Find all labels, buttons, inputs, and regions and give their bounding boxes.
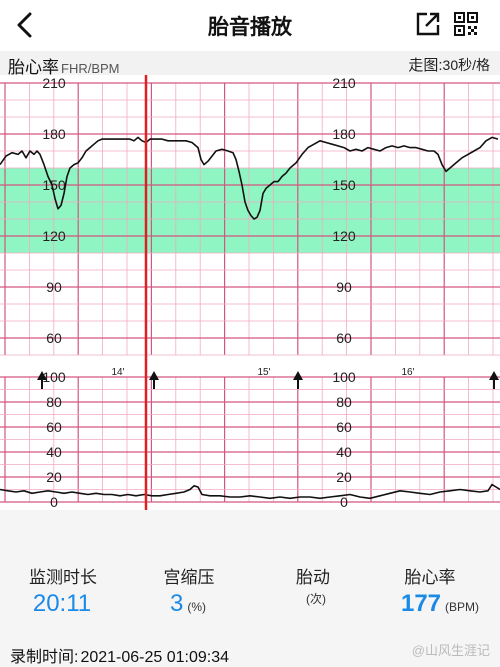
contraction-value: 3 bbox=[169, 590, 184, 617]
movement-value-row: (次) bbox=[254, 590, 374, 608]
fetal-movement-arrow-icon bbox=[293, 371, 303, 389]
fhr-tick-label: 180 bbox=[42, 126, 66, 142]
fhr-tick-label: 210 bbox=[332, 75, 356, 91]
chart-speed-value: 30秒/格 bbox=[442, 57, 490, 73]
contraction-label: 宫缩压 bbox=[163, 568, 215, 587]
ctg-chart-svg[interactable]: 210 210 180 180 150 150 120 120 90 90 60 60 100 100 80… bbox=[0, 75, 500, 510]
share-button[interactable] bbox=[412, 8, 444, 40]
fhr-stat-unit: (BPM) bbox=[445, 600, 480, 614]
record-time: 录制时间: 2021-06-25 01:09:34 bbox=[10, 643, 229, 667]
ctg-chart[interactable]: 210 210 180 180 150 150 120 120 90 90 60 60 100 100 80… bbox=[0, 75, 500, 510]
duration-label: 监测时长 bbox=[29, 568, 97, 587]
arrow-head bbox=[489, 371, 499, 380]
arrow-head bbox=[37, 371, 47, 380]
toco-trace-line bbox=[0, 483, 500, 500]
toco-tick-label: 60 bbox=[46, 419, 62, 435]
duration-value-row: 20:11 bbox=[2, 590, 122, 618]
toco-tick-label: 0 bbox=[50, 494, 58, 510]
fhr-tick-label: 150 bbox=[42, 177, 66, 193]
chart-header: 胎心率 FHR/BPM 走图:30秒/格 bbox=[0, 51, 500, 77]
movement-label: 胎动 bbox=[296, 568, 330, 587]
arrow-head bbox=[149, 371, 159, 380]
toco-tick-label: 40 bbox=[46, 444, 62, 460]
fhr-stat-value: 177 bbox=[400, 590, 442, 617]
toco-tick-label: 80 bbox=[46, 394, 62, 410]
toco-tick-label: 80 bbox=[336, 394, 352, 410]
contraction-unit: (%) bbox=[187, 600, 207, 614]
stats-panel bbox=[0, 510, 500, 667]
fhr-unit: FHR/BPM bbox=[61, 61, 120, 76]
qr-code-button[interactable] bbox=[450, 8, 482, 40]
toco-tick-label: 100 bbox=[332, 369, 356, 385]
fhr-normal-band bbox=[0, 168, 500, 253]
share-icon bbox=[416, 12, 440, 36]
toco-tick-label: 100 bbox=[42, 369, 66, 385]
fhr-stat-label: 胎心率 bbox=[404, 568, 456, 587]
fhr-tick-label: 150 bbox=[332, 177, 356, 193]
fhr-tick-label: 120 bbox=[332, 228, 356, 244]
record-time-label: 录制时间: bbox=[10, 649, 79, 666]
record-time-value: 2021-06-25 01:09:34 bbox=[80, 649, 230, 666]
movement-unit: (次) bbox=[306, 592, 326, 606]
minute-label: 14' bbox=[111, 367, 124, 378]
toco-tick-label: 60 bbox=[336, 419, 352, 435]
duration-value: 20:11 bbox=[32, 590, 92, 617]
watermark: @山风生涯记 bbox=[411, 643, 490, 658]
fetal-movement-arrow-icon bbox=[149, 371, 159, 389]
fhr-tick-label: 60 bbox=[46, 330, 62, 346]
fhr-axis-label: 胎心率 FHR/BPM bbox=[8, 58, 120, 77]
qr-code-icon bbox=[454, 12, 478, 36]
minute-label: 15' bbox=[257, 367, 270, 378]
contraction-value-row: 3 (%) bbox=[128, 590, 248, 618]
chevron-left-icon bbox=[17, 12, 32, 38]
toco-tick-label: 20 bbox=[336, 469, 352, 485]
back-button[interactable] bbox=[8, 8, 42, 42]
fetal-movement-arrow-icon bbox=[489, 371, 499, 389]
minute-label: 16' bbox=[401, 367, 414, 378]
fhr-trace-line bbox=[0, 136, 499, 220]
fhr-tick-label: 90 bbox=[336, 279, 352, 295]
fhr-tick-label: 180 bbox=[332, 126, 356, 142]
header-bar: 胎音播放 bbox=[0, 0, 500, 50]
arrow-head bbox=[293, 371, 303, 380]
fhr-tick-label: 210 bbox=[42, 75, 66, 91]
fhr-tick-label: 60 bbox=[336, 330, 352, 346]
fhr-tick-label: 120 bbox=[42, 228, 66, 244]
toco-tick-label: 0 bbox=[340, 494, 348, 510]
fhr-tick-label: 90 bbox=[46, 279, 62, 295]
fhr-value-row: 177 (BPM) bbox=[380, 590, 500, 618]
fetal-movement-arrow-icon bbox=[37, 371, 47, 389]
toco-tick-label: 20 bbox=[46, 469, 62, 485]
chart-speed: 走图:30秒/格 bbox=[408, 57, 490, 74]
toco-tick-label: 40 bbox=[336, 444, 352, 460]
